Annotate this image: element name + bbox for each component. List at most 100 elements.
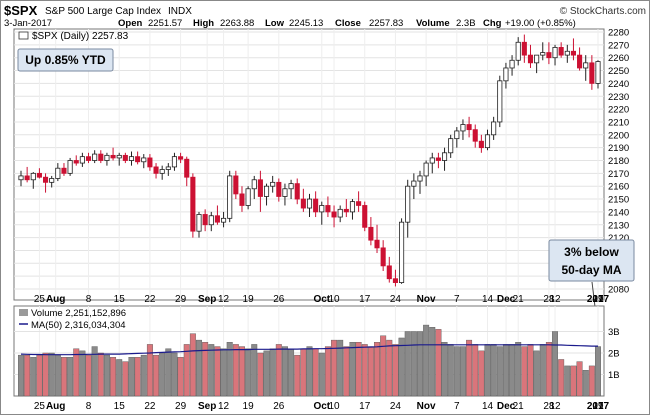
volume-bar bbox=[251, 344, 258, 397]
candle-body bbox=[227, 175, 233, 219]
candle-body bbox=[460, 124, 466, 132]
volume-bar bbox=[367, 346, 374, 397]
volume-x-tick-label: Oct bbox=[313, 401, 330, 412]
volume-bar bbox=[226, 342, 233, 397]
volume-bar bbox=[30, 357, 37, 397]
candle-body bbox=[417, 175, 423, 182]
candle-body bbox=[282, 188, 288, 197]
open-label: Open bbox=[118, 18, 142, 29]
price-x-tick-label: 29 bbox=[175, 294, 187, 305]
volume-bar bbox=[294, 354, 301, 397]
price-tick-label: 2240 bbox=[608, 79, 629, 90]
candle-body bbox=[509, 59, 515, 69]
candle-body bbox=[104, 154, 110, 161]
price-tick-label: 2150 bbox=[608, 195, 629, 206]
candle-body bbox=[116, 154, 122, 159]
volume-bar bbox=[472, 344, 479, 397]
volume-bar bbox=[490, 344, 497, 397]
index-name: S&P 500 Large Cap Index bbox=[45, 6, 161, 17]
candle-body bbox=[583, 62, 589, 69]
candle-body bbox=[221, 217, 227, 223]
price-x-tick-label: 24 bbox=[390, 294, 402, 305]
price-tick-label: 2280 bbox=[608, 28, 629, 39]
volume-x-tick-label: Dec bbox=[497, 401, 516, 412]
volume-bar bbox=[183, 344, 190, 397]
candle-body bbox=[595, 61, 601, 84]
candle-body bbox=[349, 201, 356, 213]
candle-body bbox=[570, 50, 576, 56]
price-tick-label: 2200 bbox=[608, 130, 629, 141]
candle-body bbox=[392, 278, 398, 283]
candle-body bbox=[43, 176, 49, 183]
candle-body bbox=[128, 156, 135, 161]
price-tick-label: 2250 bbox=[608, 66, 629, 77]
price-x-tick-label: 15 bbox=[114, 294, 126, 305]
low-label: Low bbox=[265, 18, 285, 29]
price-x-tick-label: 19 bbox=[592, 294, 604, 305]
candle-body bbox=[478, 140, 484, 149]
volume-bar bbox=[79, 350, 86, 397]
volume-bar bbox=[220, 348, 227, 397]
volume-bar bbox=[515, 342, 522, 397]
candle-body bbox=[159, 169, 165, 174]
ytd-annotation: Up 0.85% YTD bbox=[17, 48, 114, 72]
volume-x-tick-label: 25 bbox=[34, 401, 46, 412]
volume-bar bbox=[275, 344, 282, 397]
price-y-axis: 2080209021002110212021302140215021602170… bbox=[608, 28, 629, 296]
candle-body bbox=[61, 167, 67, 174]
candles bbox=[18, 34, 601, 287]
volume-x-tick-label: 28 bbox=[543, 401, 555, 412]
candle-body bbox=[18, 175, 24, 181]
candle-body bbox=[141, 157, 147, 163]
volume-x-tick-label: Nov bbox=[417, 401, 436, 412]
volume-bar bbox=[392, 344, 399, 397]
candle-body bbox=[515, 41, 521, 61]
price-x-tick-label: 19 bbox=[243, 294, 255, 305]
close-label: Close bbox=[335, 18, 361, 29]
volume-bar bbox=[239, 346, 245, 397]
candle-body bbox=[49, 178, 55, 183]
volume-bar bbox=[435, 329, 442, 397]
volume-bar bbox=[478, 350, 485, 397]
volume-bar bbox=[343, 346, 350, 397]
volume-x-tick-label: 29 bbox=[175, 401, 187, 412]
volume-label: Volume bbox=[416, 18, 450, 29]
price-x-tick-label: 2017 bbox=[587, 294, 610, 305]
volume-x-tick-label: 19 bbox=[592, 401, 604, 412]
chg-value: +19.00 (+0.85%) bbox=[505, 18, 576, 29]
volume-bar bbox=[484, 344, 491, 397]
volume-bar bbox=[36, 354, 43, 397]
volume-bar bbox=[380, 335, 387, 397]
candle-body bbox=[190, 176, 196, 232]
candle-body bbox=[429, 157, 435, 164]
volume-bar bbox=[300, 348, 307, 397]
candle-body bbox=[294, 183, 300, 200]
candle-body bbox=[208, 215, 214, 226]
volume-bar bbox=[214, 346, 221, 397]
volume-bar bbox=[355, 342, 362, 397]
candle-body bbox=[276, 181, 282, 197]
volume-x-tick-label: 12 bbox=[549, 401, 561, 412]
volume-bar bbox=[196, 339, 202, 397]
legend-swatch bbox=[18, 31, 29, 40]
candle-body bbox=[135, 156, 141, 163]
volume-x-tick-label: 14 bbox=[482, 401, 494, 412]
price-x-tick-label: 27 bbox=[592, 294, 604, 305]
volume-bar bbox=[410, 331, 417, 397]
volume-bar bbox=[349, 342, 356, 397]
candle-body bbox=[306, 198, 313, 209]
candle-body bbox=[540, 52, 546, 56]
candle-body bbox=[497, 80, 503, 123]
candle-body bbox=[122, 154, 128, 161]
candle-body bbox=[337, 208, 343, 218]
exchange-label: INDX bbox=[168, 6, 192, 17]
candle-body bbox=[233, 175, 239, 195]
price-x-tick-label: 17 bbox=[359, 294, 371, 305]
volume-swatch bbox=[19, 309, 28, 316]
volume-bar bbox=[18, 354, 24, 397]
candle-body bbox=[491, 121, 497, 136]
volume-x-tick-label: 27 bbox=[592, 401, 604, 412]
candle-body bbox=[589, 62, 595, 84]
volume-bar bbox=[42, 352, 49, 397]
